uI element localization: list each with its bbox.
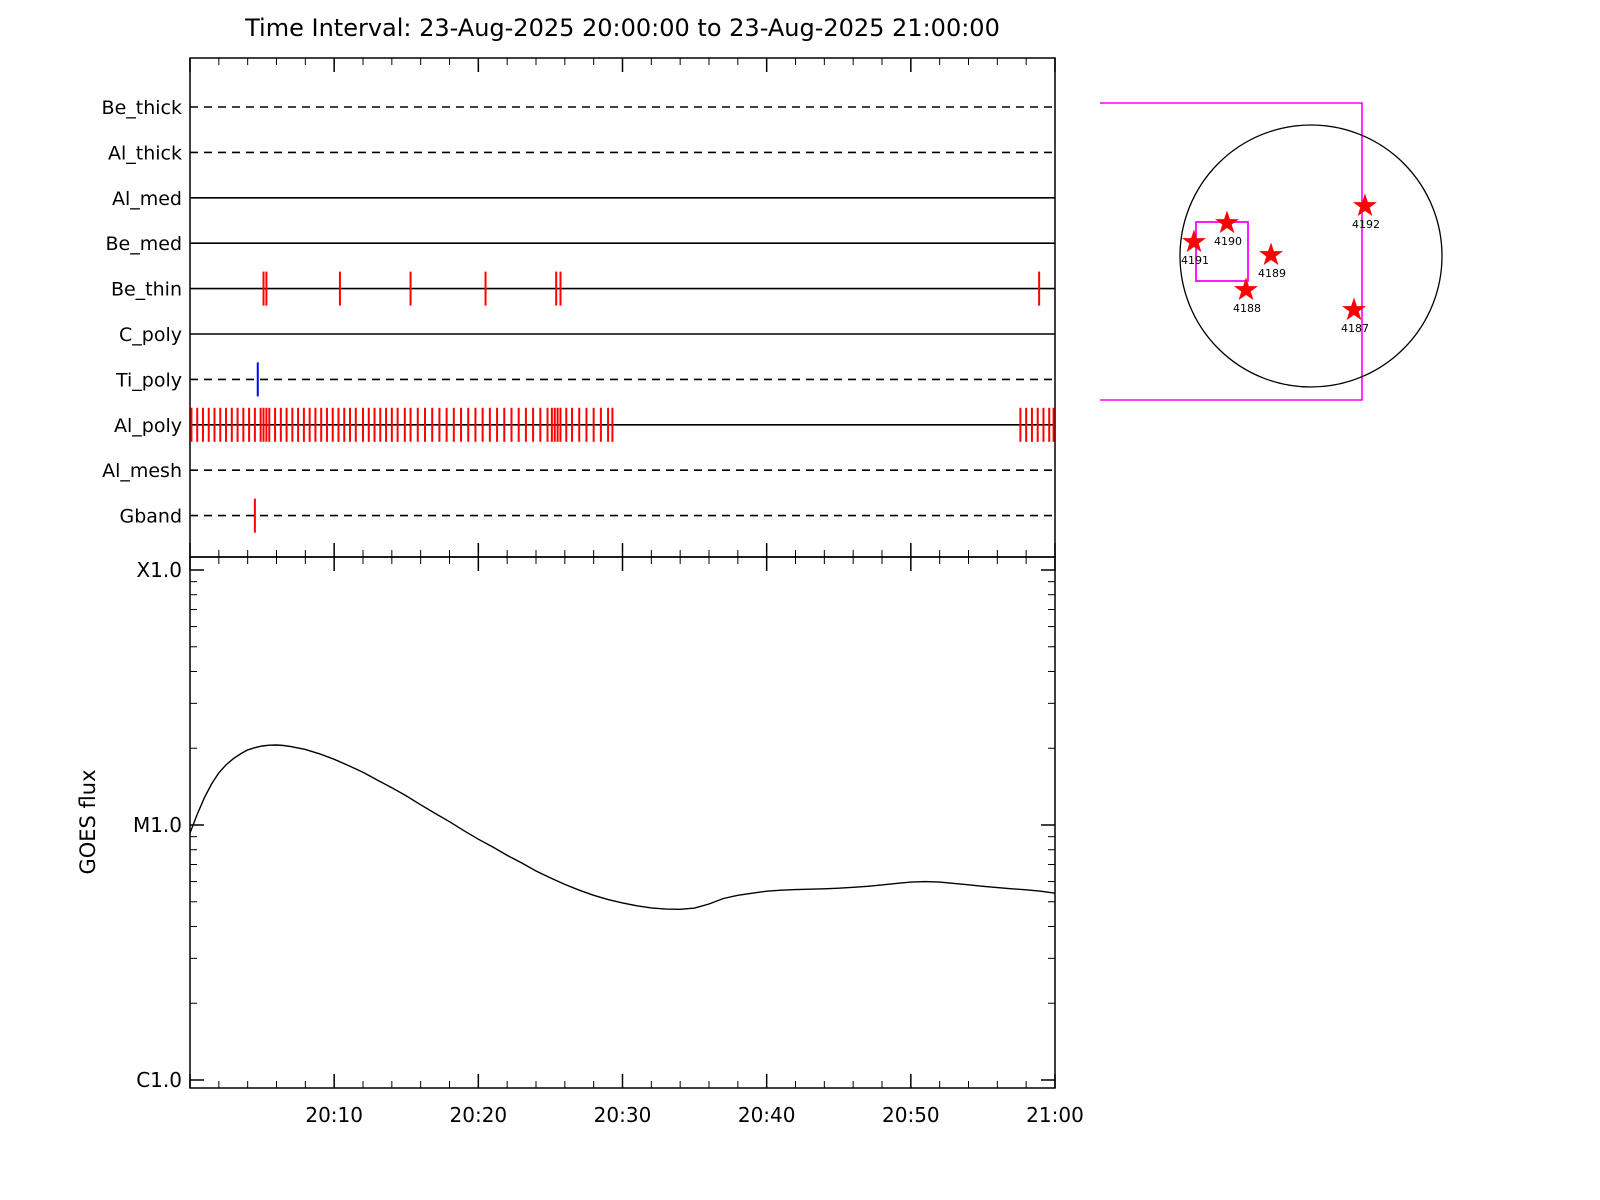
active-region-label: 4187 xyxy=(1341,322,1369,335)
filter-label: Be_med xyxy=(106,233,182,255)
active-region-star xyxy=(1181,229,1207,253)
goes-flux-curve xyxy=(189,744,1056,911)
active-region-star xyxy=(1233,277,1259,301)
filter-label: Al_thick xyxy=(108,142,182,164)
time-xtick-label: 20:30 xyxy=(594,1103,652,1127)
filter-label: Al_mesh xyxy=(102,460,182,482)
time-xtick-label: 20:20 xyxy=(450,1103,508,1127)
active-region-label: 4190 xyxy=(1214,235,1242,248)
filter-label: Be_thin xyxy=(111,279,182,301)
active-region-star xyxy=(1352,193,1378,217)
goes-panel-frame xyxy=(189,556,1056,1089)
active-region-label: 4192 xyxy=(1352,218,1380,231)
time-xtick-label: 20:50 xyxy=(882,1103,940,1127)
page-title: Time Interval: 23-Aug-2025 20:00:00 to 2… xyxy=(245,14,1000,42)
timeline-panel-frame xyxy=(189,57,1056,558)
time-xtick-label: 21:00 xyxy=(1026,1103,1084,1127)
active-region-label: 4189 xyxy=(1258,267,1286,280)
active-region-star xyxy=(1258,242,1284,266)
filter-label: Al_med xyxy=(112,188,182,210)
filter-label: Al_poly xyxy=(114,415,182,437)
fov-outline xyxy=(1100,102,1363,401)
filter-label: C_poly xyxy=(119,324,182,346)
active-region-star xyxy=(1341,297,1367,321)
time-xtick-label: 20:40 xyxy=(738,1103,796,1127)
active-region-label: 4188 xyxy=(1233,302,1261,315)
goes-ytick-label: C1.0 xyxy=(136,1068,182,1092)
goes-ytick-label: M1.0 xyxy=(133,813,182,837)
solar-limb-circle xyxy=(1179,124,1443,388)
filter-label: Ti_poly xyxy=(115,369,182,391)
active-region-label: 4191 xyxy=(1181,254,1209,267)
active-region-star xyxy=(1214,210,1240,234)
goes-ytick-label: X1.0 xyxy=(136,558,182,582)
filter-label: Be_thick xyxy=(102,97,182,119)
filter-label: Gband xyxy=(119,506,182,528)
time-xtick-label: 20:10 xyxy=(305,1103,363,1127)
